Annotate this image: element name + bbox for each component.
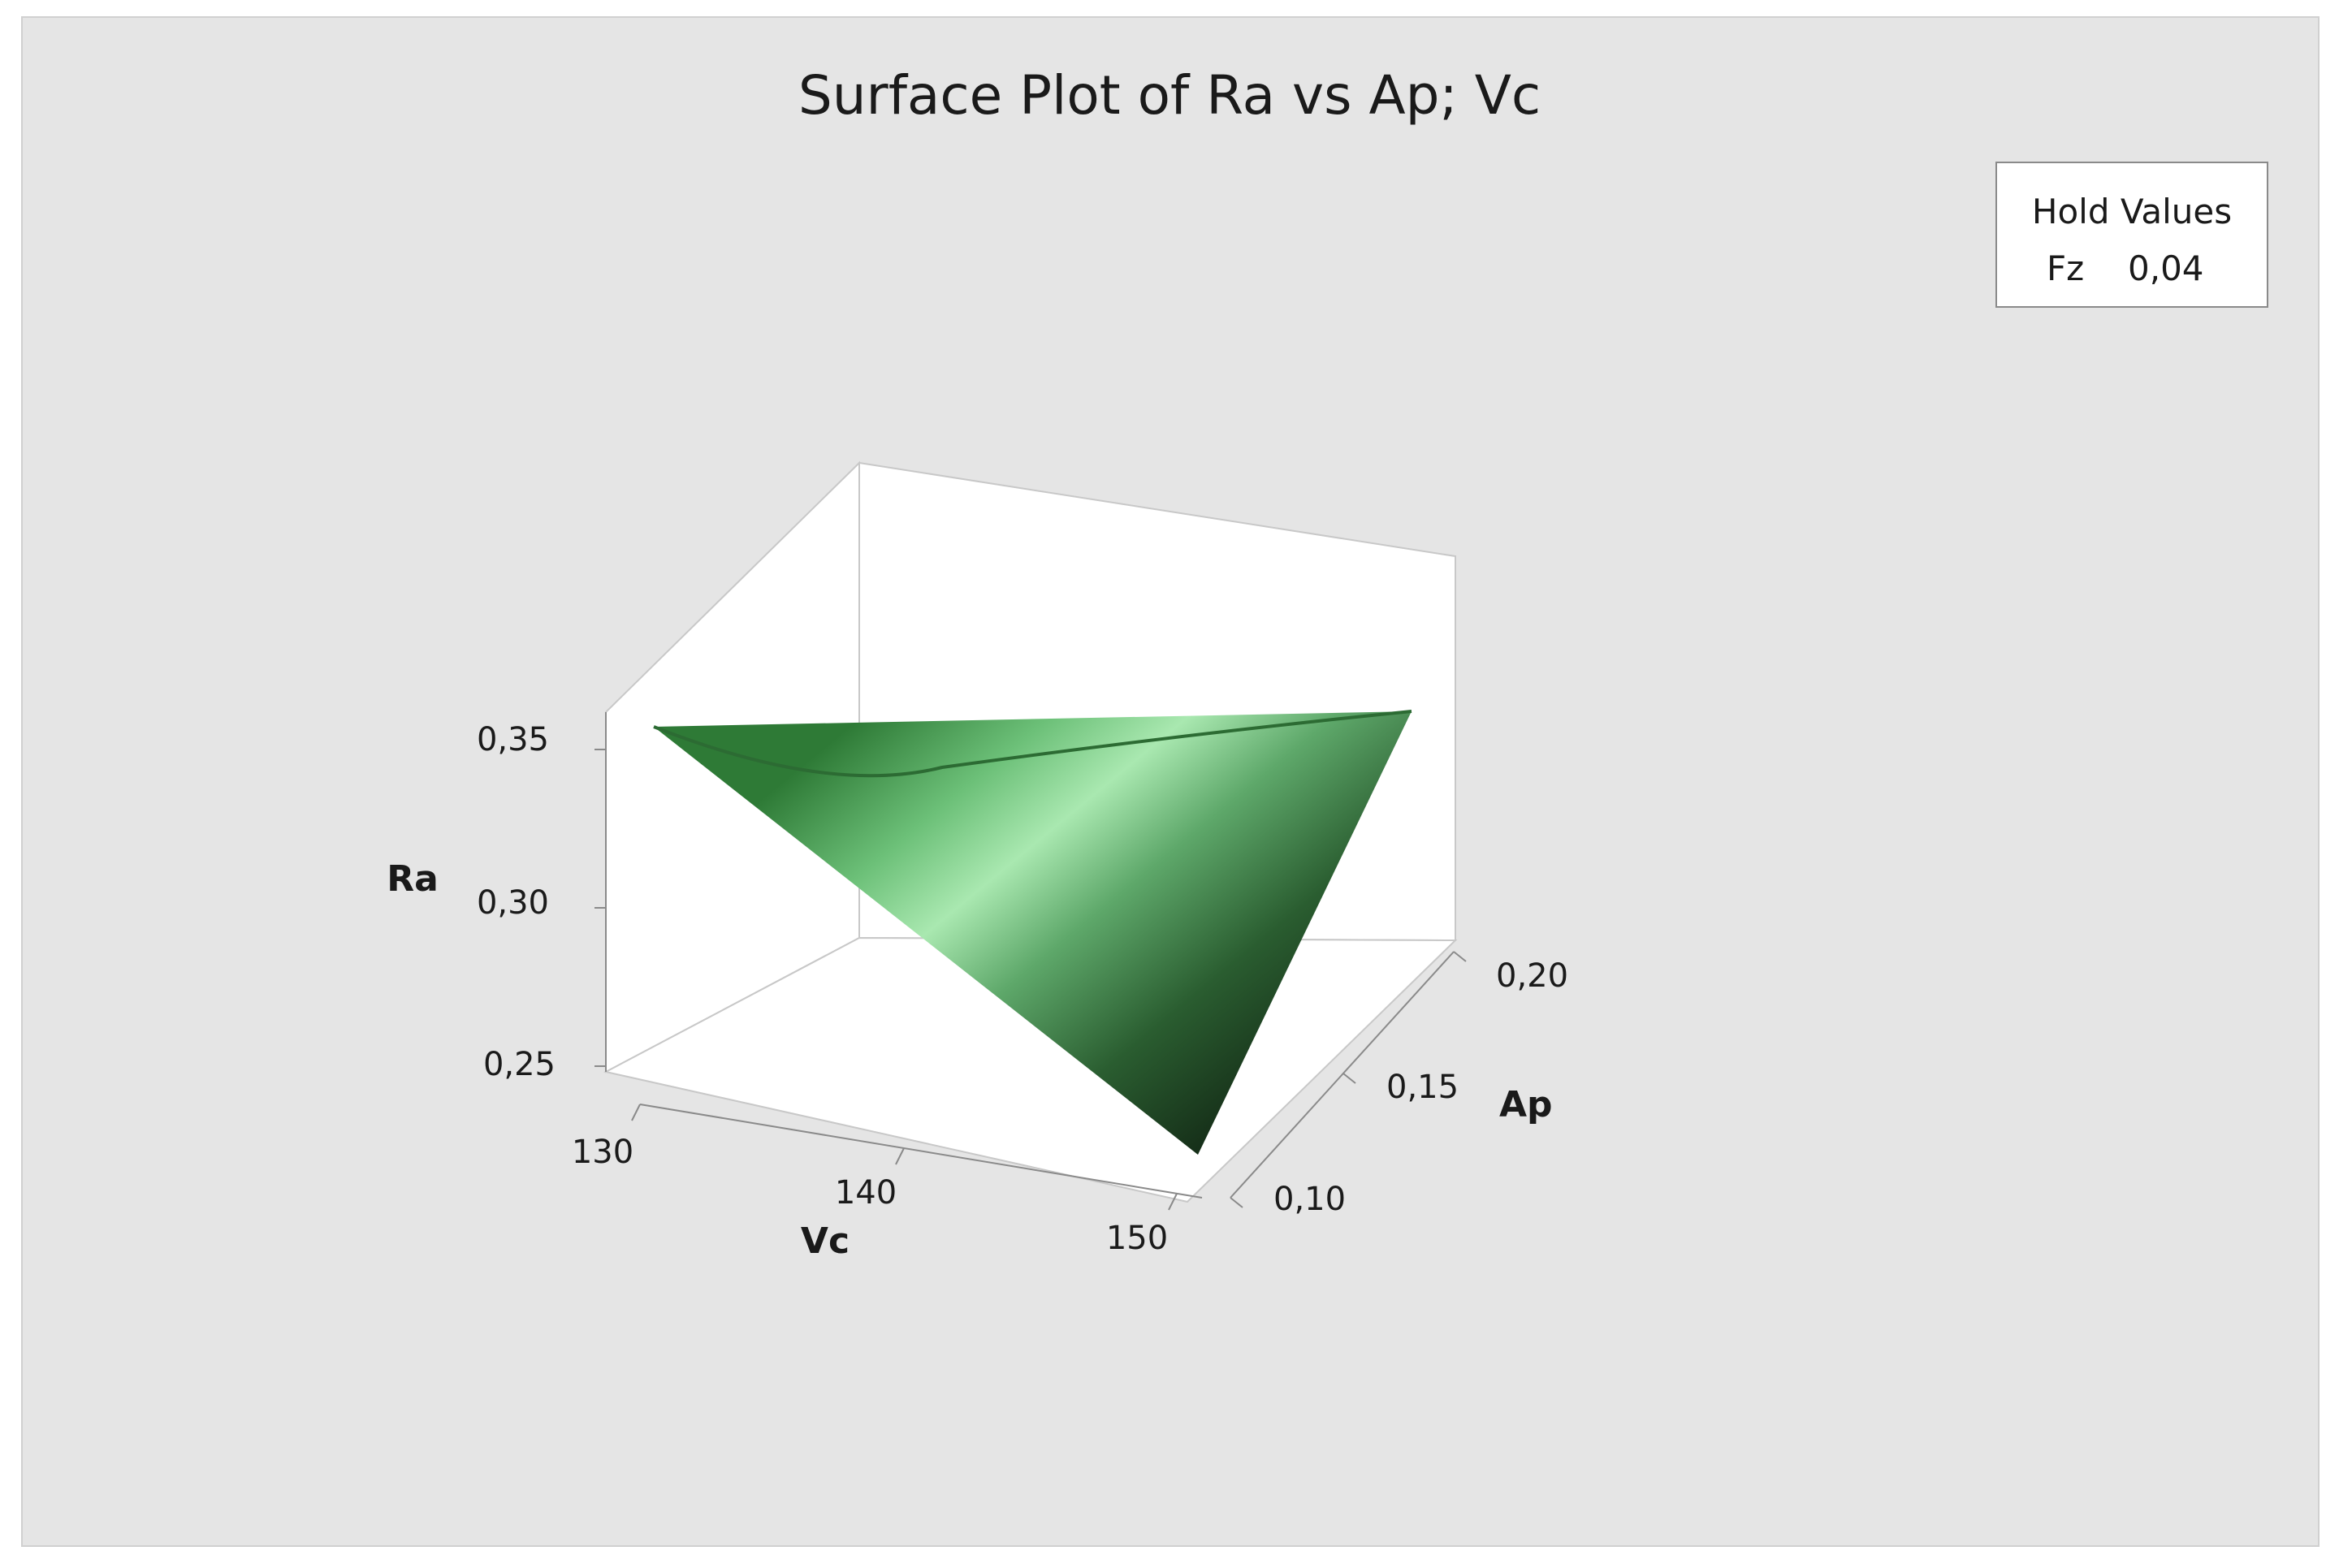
- ap-tick-label: 0,15: [1386, 1069, 1459, 1106]
- vc-axis-label: Vc: [801, 1220, 850, 1262]
- ap-axis: 0,10 0,15 0,20 Ap: [1230, 951, 1568, 1218]
- chart-title: Surface Plot of Ra vs Ap; Vc: [798, 64, 1541, 127]
- ra-axis: 0,35 0,30 0,25 Ra: [387, 712, 607, 1083]
- ra-axis-label: Ra: [387, 858, 439, 900]
- response-surface: [654, 711, 1412, 1155]
- hold-values-title: Hold Values: [2032, 192, 2232, 231]
- vc-axis: 130 140 150 Vc: [572, 1104, 1203, 1262]
- hold-values-box: Hold Values Fz 0,04: [1995, 162, 2268, 308]
- ap-axis-label: Ap: [1499, 1084, 1553, 1125]
- hold-values-variable: Fz: [2047, 248, 2084, 288]
- vc-tick-label: 130: [572, 1134, 633, 1171]
- surface-top-edge: [653, 710, 1412, 778]
- hold-values-value: 0,04: [2128, 248, 2204, 288]
- ra-tick-label: 0,35: [477, 721, 549, 758]
- ra-tick-label: 0,25: [483, 1046, 556, 1083]
- vc-tick-label: 150: [1106, 1220, 1168, 1257]
- ra-tick-label: 0,30: [477, 884, 549, 922]
- ap-tick-label: 0,10: [1273, 1181, 1346, 1218]
- vc-tick-label: 140: [835, 1174, 897, 1212]
- ap-tick-label: 0,20: [1496, 957, 1568, 995]
